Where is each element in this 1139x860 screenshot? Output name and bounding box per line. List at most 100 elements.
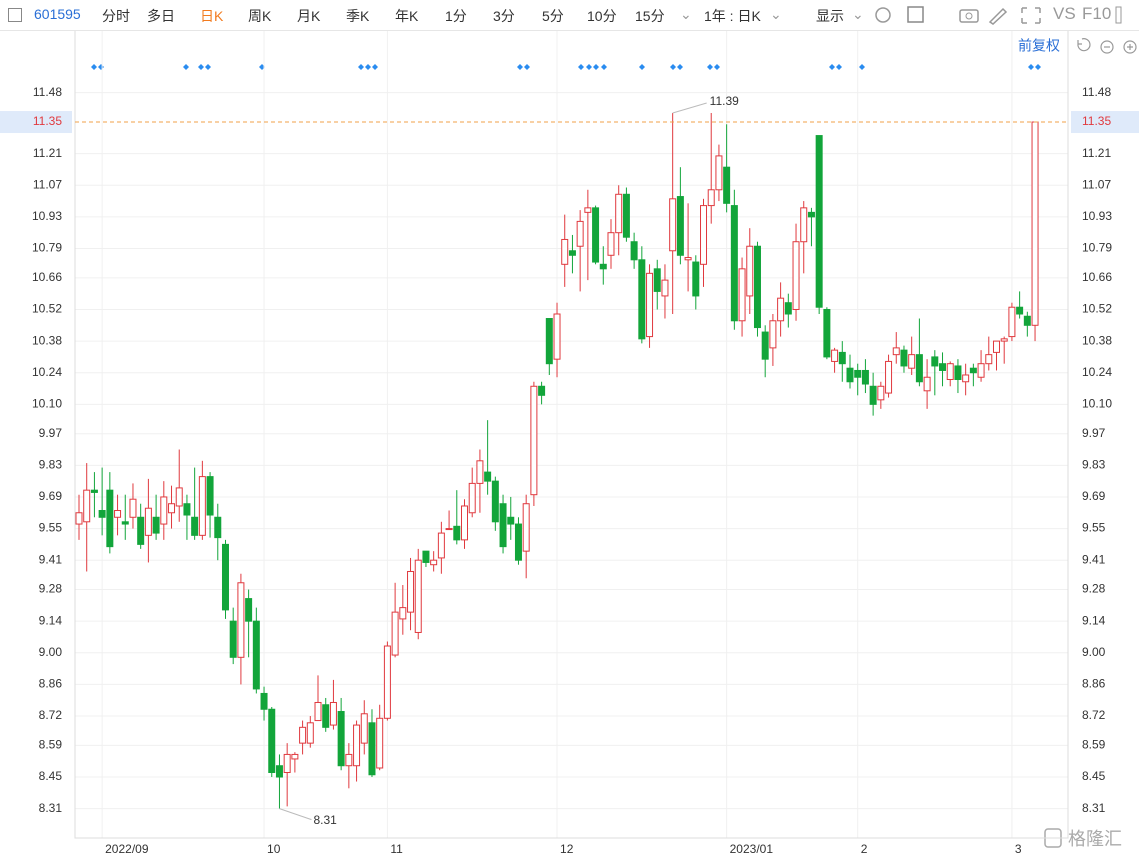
candle-body (353, 724, 361, 767)
y-tick-label-right: 9.97 (1082, 426, 1106, 440)
dropdown-arrow[interactable]: ⌄ (770, 6, 782, 22)
event-marker[interactable] (365, 64, 371, 70)
settings-icon[interactable] (875, 7, 891, 23)
candle-body (646, 272, 654, 338)
tab[interactable]: 多日 (147, 8, 175, 24)
tab[interactable]: 月K (297, 8, 321, 24)
tab[interactable]: 10分 (587, 8, 617, 24)
period-select[interactable]: 1年 : 日K (704, 8, 761, 24)
y-tick-label-right: 9.69 (1082, 489, 1106, 503)
camera-icon[interactable] (959, 9, 979, 23)
y-tick-label-right: 9.83 (1082, 457, 1106, 471)
event-marker[interactable] (1028, 64, 1034, 70)
event-marker[interactable] (524, 64, 530, 70)
event-marker[interactable] (601, 64, 607, 70)
candle-body (160, 496, 168, 525)
draw-icon[interactable] (988, 7, 1008, 25)
y-tick-label: 9.97 (39, 426, 63, 440)
event-marker[interactable] (372, 64, 378, 70)
candle-body (90, 489, 98, 493)
tab[interactable]: 日K (200, 8, 224, 24)
y-tick-label-right: 9.28 (1082, 582, 1106, 596)
sidebar-toggle[interactable] (8, 8, 22, 22)
square-icon[interactable] (907, 6, 924, 23)
event-marker[interactable] (205, 64, 211, 70)
y-tick-label: 11.07 (33, 177, 62, 191)
y-tick-label-right: 11.48 (1082, 85, 1111, 99)
zoom-out-icon[interactable] (1100, 40, 1114, 54)
stock-code[interactable]: 601595 (34, 6, 81, 22)
tab[interactable]: 年K (395, 8, 419, 24)
candle-body (206, 476, 214, 516)
y-tick-label: 8.72 (39, 708, 63, 722)
candle-body (730, 205, 738, 322)
candle-body (252, 620, 260, 690)
candle-body (592, 207, 600, 263)
min-leader (279, 808, 312, 821)
event-marker[interactable] (183, 64, 189, 70)
tab[interactable]: 季K (346, 8, 370, 24)
candle-body (329, 701, 337, 726)
candle-body (98, 510, 106, 518)
candle-body (1031, 121, 1039, 326)
event-marker[interactable] (98, 64, 104, 70)
candle-body (638, 259, 646, 340)
vs-button[interactable]: VS (1053, 4, 1076, 23)
event-marker[interactable] (198, 64, 204, 70)
candle-body (75, 512, 83, 525)
tab[interactable]: 15分 (635, 8, 665, 24)
event-marker[interactable] (358, 64, 364, 70)
event-marker[interactable] (677, 64, 683, 70)
y-tick-label: 11.21 (33, 146, 62, 160)
event-marker[interactable] (707, 64, 713, 70)
fullscreen-icon[interactable] (1021, 7, 1041, 24)
y-tick-label-right: 9.55 (1082, 521, 1106, 535)
event-marker[interactable] (1035, 64, 1041, 70)
event-marker[interactable] (91, 64, 97, 70)
event-marker[interactable] (829, 64, 835, 70)
candle-body (1000, 338, 1008, 342)
reset-icon[interactable] (1077, 38, 1091, 52)
event-marker[interactable] (859, 64, 865, 70)
event-marker[interactable] (593, 64, 599, 70)
y-tick-label-right: 10.79 (1082, 241, 1112, 255)
panel-icon[interactable] (1115, 6, 1122, 24)
event-marker[interactable] (586, 64, 592, 70)
candle-body (908, 354, 916, 369)
tab[interactable]: 3分 (493, 8, 515, 24)
candle-body (1016, 306, 1024, 315)
min-annotation: 8.31 (313, 813, 337, 827)
event-marker[interactable] (836, 64, 842, 70)
y-tick-label-right: 9.14 (1082, 613, 1106, 627)
dropdown-arrow[interactable]: ⌄ (680, 6, 692, 22)
zoom-in-icon[interactable] (1123, 40, 1137, 54)
dropdown-arrow[interactable]: ⌄ (852, 6, 864, 22)
y-tick-label-right: 10.10 (1082, 397, 1112, 411)
zoom-controls (1077, 38, 1137, 54)
event-marker[interactable] (639, 64, 645, 70)
x-tick-label: 12 (560, 842, 574, 856)
event-marker[interactable] (670, 64, 676, 70)
tab[interactable]: 周K (248, 8, 272, 24)
event-marker[interactable] (578, 64, 584, 70)
candle-body (430, 559, 438, 566)
last-price-label: 11.35 (33, 114, 62, 128)
tab[interactable]: 5分 (542, 8, 564, 24)
y-tick-label-right: 9.00 (1082, 645, 1106, 659)
y-tick-label: 9.83 (39, 457, 63, 471)
candle-body (746, 245, 754, 297)
display-select[interactable]: 显示 (816, 8, 844, 24)
y-tick-label: 8.45 (39, 769, 63, 783)
adjust-button[interactable]: 前复权 (1018, 38, 1060, 54)
y-tick-label: 9.69 (39, 489, 63, 503)
candle-body (954, 365, 962, 380)
f10-button[interactable]: F10 (1082, 4, 1112, 23)
candle-body (106, 489, 114, 548)
tab[interactable]: 1分 (445, 8, 467, 24)
event-marker[interactable] (714, 64, 720, 70)
watermark: 格隆汇 (1044, 828, 1122, 849)
y-tick-label-right: 10.24 (1082, 365, 1112, 379)
tab[interactable]: 分时 (102, 8, 130, 24)
event-marker[interactable] (517, 64, 523, 70)
y-tick-label: 9.00 (39, 645, 63, 659)
